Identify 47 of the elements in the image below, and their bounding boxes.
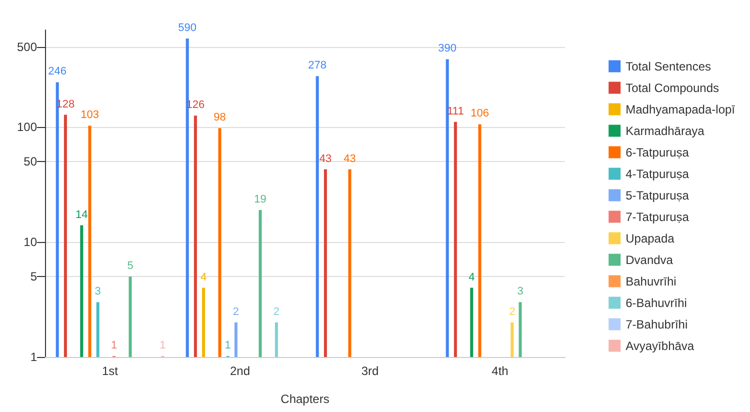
legend-label: Madhyamapada-lopī [626,102,736,116]
data-label: 3 [517,286,524,298]
legend-label: 7-Tatpuruṣa [626,210,690,224]
data-label: 1 [224,340,231,352]
legend-label: 5-Tatpuruṣa [626,188,690,202]
legend-label: Karmadhāraya [626,124,705,138]
legend-label: Dvandva [626,252,674,267]
y-tick-label: 500 [16,40,38,54]
y-tick-label: 1 [30,350,38,364]
data-label: 98 [214,112,226,124]
legend-label: 6-Tatpuruṣa [626,145,690,160]
data-label: 14 [76,208,88,221]
legend-label: Upapada [626,231,675,246]
legend-label: 6-Bahuvrīhi [626,296,687,310]
legend-label: Bahuvrīhi [626,274,676,288]
data-label: 106 [470,108,489,120]
y-tick-label: 100 [16,120,38,134]
x-axis-title: Chapters [280,392,330,406]
legend-label: 4-Tatpuruṣa [626,166,690,181]
data-label: 3 [94,286,101,298]
x-tick-label: 1st [102,364,119,378]
data-label: 590 [178,22,197,34]
data-label: 103 [80,109,99,122]
data-label: 19 [254,194,266,206]
data-label: 5 [127,260,134,272]
legend-label: Total Sentences [626,59,711,74]
data-label: 43 [344,152,356,165]
y-tick-label: 5 [30,270,38,284]
data-label: 1 [110,340,118,352]
y-tick-label: 10 [24,235,38,250]
data-label: 4 [468,271,475,284]
legend-label: Avyayībhāva [626,338,694,353]
data-label: 390 [438,42,457,55]
data-label: 246 [48,66,67,78]
data-label: 2 [232,306,240,318]
data-label: 2 [509,306,516,318]
legend-label: Total Compounds [626,80,719,95]
data-label: 278 [308,60,327,72]
x-tick-label: 2nd [230,364,250,378]
x-tick-label: 4th [492,364,508,378]
data-label: 43 [319,152,332,165]
y-tick-label: 50 [24,154,38,169]
x-tick-label: 3rd [361,364,379,378]
data-label: 2 [273,306,280,318]
legend-label: 7-Bahubrīhi [626,317,688,332]
data-label: 4 [200,271,207,284]
data-label: 1 [160,340,166,352]
